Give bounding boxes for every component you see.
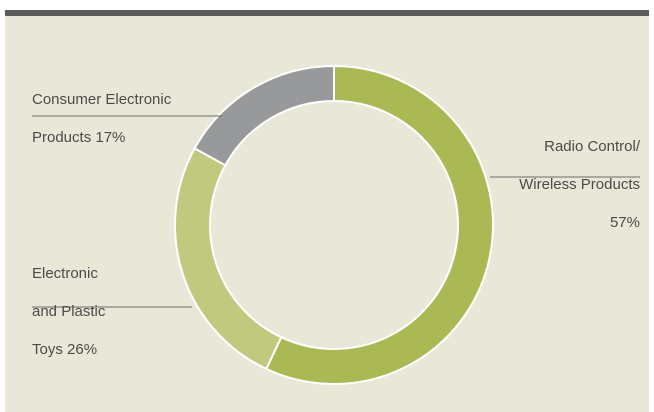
- label-consumer-line1: Consumer Electronic: [32, 91, 172, 108]
- slice-radio-control: [264, 64, 494, 385]
- label-toys-line3: Toys 26%: [32, 341, 98, 358]
- label-radio-control: Radio Control/ Wireless Products 57%: [490, 118, 640, 251]
- label-toys-line2: and Plastic: [32, 303, 106, 320]
- header-rule: [5, 10, 649, 16]
- label-electronic-toys: Electronic and Plastic Toys 26%: [32, 245, 192, 378]
- label-radio-line2: Wireless Products: [519, 176, 640, 193]
- label-radio-line3: 57%: [609, 214, 640, 231]
- label-radio-line1: Radio Control/: [544, 138, 640, 155]
- label-consumer-line2: Products 17%: [32, 129, 126, 146]
- slice-consumer-electronic: [193, 64, 335, 167]
- label-toys-line1: Electronic: [32, 265, 98, 282]
- label-consumer-electronic: Consumer Electronic Products 17%: [32, 71, 232, 166]
